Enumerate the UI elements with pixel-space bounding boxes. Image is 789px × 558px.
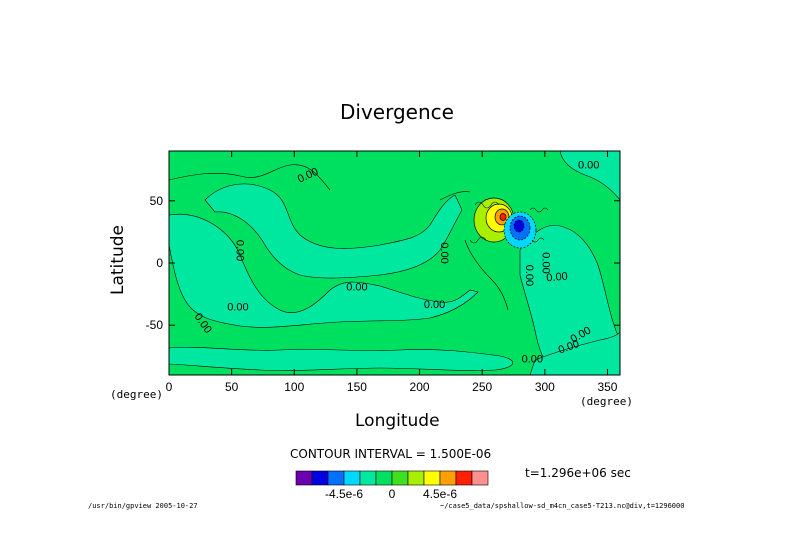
- contour-label: 0.00: [227, 301, 248, 313]
- footer-right: ~/case5_data/spshallow-sd_m4cn_case5-T21…: [440, 502, 685, 510]
- colorbar-swatch: [423, 470, 441, 486]
- contour-label: 0.00: [578, 159, 599, 171]
- colorbar-tick-label: 4.5e-6: [423, 487, 457, 501]
- contour-label: 0.00: [234, 240, 246, 261]
- colorbar-swatch: [343, 470, 361, 486]
- y-axis-label: Latitude: [108, 225, 128, 295]
- contour-region-northeast: [559, 151, 620, 201]
- colorbar-tick-label: -4.5e-6: [325, 487, 363, 501]
- footer-left: /usr/bin/gpview 2005-10-27: [88, 502, 198, 510]
- colorbar-swatch: [455, 470, 473, 486]
- y-axis-unit: (degree): [110, 388, 163, 401]
- disturbance-positive-core: [499, 213, 507, 221]
- x-axis-label: Longitude: [355, 411, 440, 431]
- contour-region-east: [519, 224, 620, 375]
- colorbar-swatch: [327, 470, 345, 486]
- colorbar: -4.5e-6 0 4.5e-6: [295, 470, 489, 501]
- y-tick-label: -50: [146, 318, 164, 332]
- contour-field: 0.000.000.000.000.000.000.000.000.000.00…: [169, 151, 620, 375]
- x-tick-label: 300: [535, 380, 555, 394]
- contour-label: 0.00: [546, 271, 568, 285]
- x-tick-label: 50: [225, 380, 239, 394]
- contour-line: [439, 191, 471, 201]
- x-tick-label: 200: [410, 380, 430, 394]
- contour-label: 0.00: [346, 281, 367, 293]
- contour-region-north: [204, 183, 463, 279]
- colorbar-swatch: [295, 470, 313, 486]
- colorbar-swatch: [407, 470, 425, 486]
- x-tick-label: 350: [597, 380, 617, 394]
- contour-label: 0.00: [522, 354, 543, 366]
- colorbar-tick-label: 0: [389, 487, 396, 501]
- disturbance-negative-inner: [513, 219, 525, 233]
- contour-label: 0.00: [438, 242, 450, 263]
- colorbar-swatch: [391, 470, 409, 486]
- colorbar-swatch: [311, 470, 329, 486]
- colorbar-swatch: [471, 470, 489, 486]
- x-tick-label: 0: [166, 380, 173, 394]
- contour-label: 0.00: [424, 299, 445, 311]
- x-tick-label: 100: [284, 380, 304, 394]
- y-tick-label: 50: [150, 194, 164, 208]
- colorbar-swatch: [439, 470, 457, 486]
- time-text: t=1.296e+06 sec: [525, 466, 631, 480]
- y-tick-label: 0: [156, 256, 163, 270]
- contour-interval-text: CONTOUR INTERVAL = 1.500E-06: [290, 447, 492, 461]
- chart-title: Divergence: [340, 100, 454, 124]
- contour-line: [169, 164, 331, 191]
- colorbar-swatch: [359, 470, 377, 486]
- contour-label: 0.00: [523, 265, 535, 286]
- x-tick-label: 250: [472, 380, 492, 394]
- x-tick-label: 150: [347, 380, 367, 394]
- x-axis-unit: (degree): [580, 395, 633, 408]
- contour-region-southwest: [169, 213, 479, 328]
- colorbar-swatch: [375, 470, 393, 486]
- contour-region-south-strip: [169, 346, 513, 371]
- disturbance-wave-lines: [469, 201, 549, 244]
- contour-line: [464, 239, 509, 311]
- contour-label: 0.00: [539, 252, 551, 273]
